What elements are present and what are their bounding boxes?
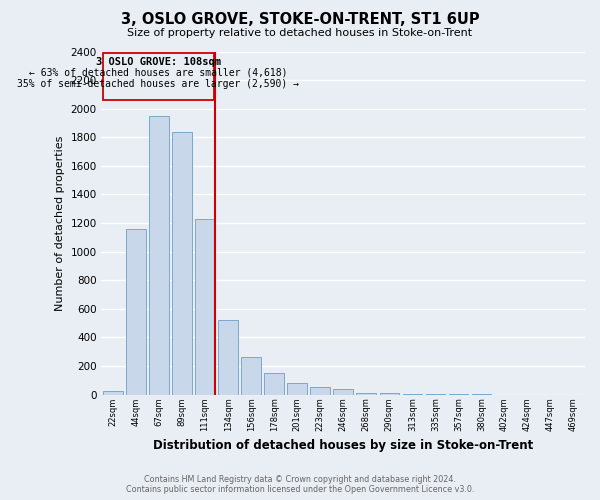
Text: Contains HM Land Registry data © Crown copyright and database right 2024.
Contai: Contains HM Land Registry data © Crown c… [126,474,474,494]
Bar [265,374,284,394]
Bar [356,393,376,394]
Bar [149,116,169,394]
Text: 35% of semi-detached houses are larger (2,590) →: 35% of semi-detached houses are larger (… [17,80,299,90]
Bar [172,132,192,394]
Bar [103,391,123,394]
Bar [126,230,146,394]
FancyBboxPatch shape [103,53,214,100]
Bar [334,389,353,394]
Text: 3 OSLO GROVE: 108sqm: 3 OSLO GROVE: 108sqm [95,57,221,67]
X-axis label: Distribution of detached houses by size in Stoke-on-Trent: Distribution of detached houses by size … [153,440,533,452]
Text: ← 63% of detached houses are smaller (4,618): ← 63% of detached houses are smaller (4,… [29,68,287,78]
Y-axis label: Number of detached properties: Number of detached properties [55,136,65,310]
Bar [287,384,307,394]
Text: 3, OSLO GROVE, STOKE-ON-TRENT, ST1 6UP: 3, OSLO GROVE, STOKE-ON-TRENT, ST1 6UP [121,12,479,28]
Bar [310,387,330,394]
Bar [241,356,261,395]
Text: Size of property relative to detached houses in Stoke-on-Trent: Size of property relative to detached ho… [127,28,473,38]
Bar [218,320,238,394]
Bar [196,220,215,394]
